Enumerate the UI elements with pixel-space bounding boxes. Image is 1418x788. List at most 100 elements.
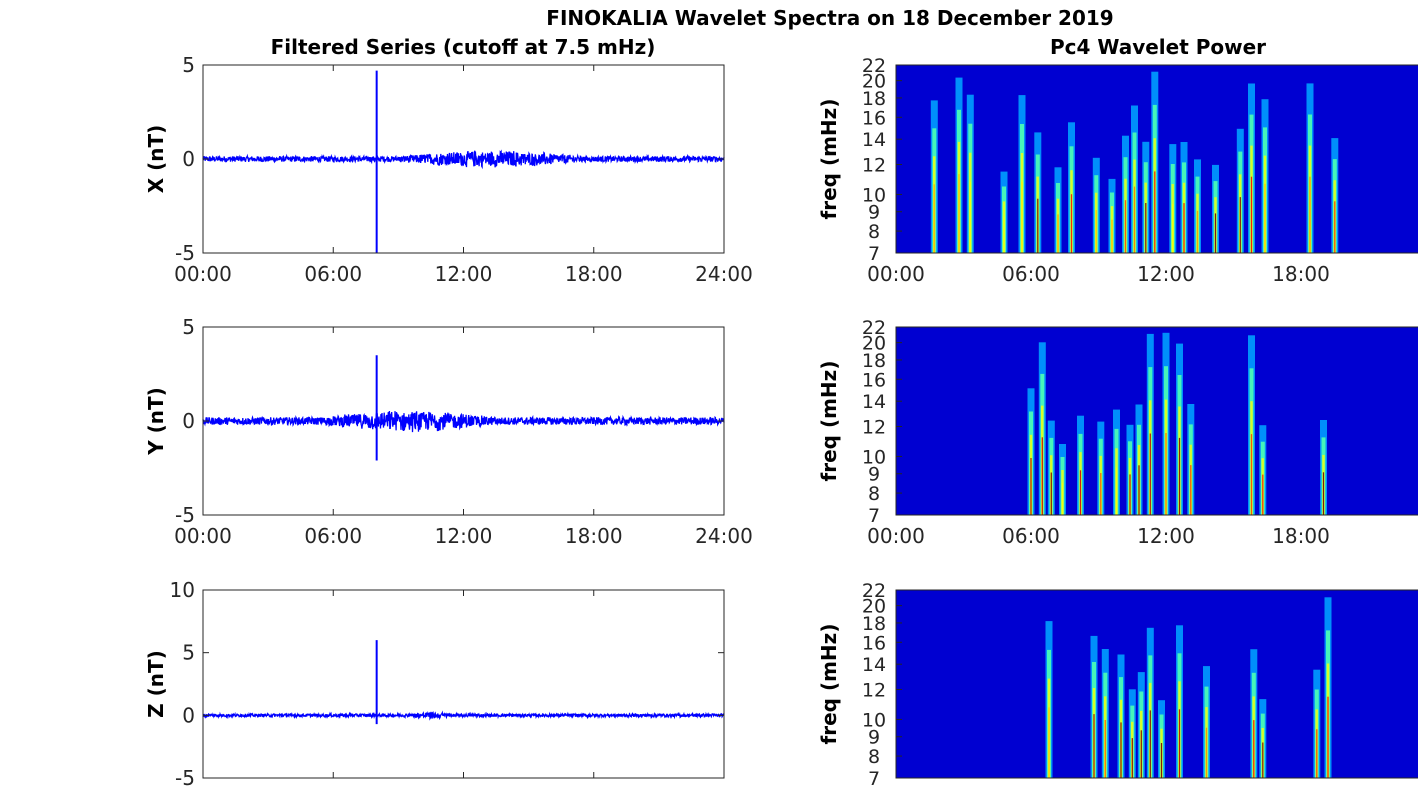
y-tick-label: 9: [868, 464, 880, 486]
power-streak: [1149, 710, 1151, 778]
y-tick-label: 14: [862, 391, 886, 413]
y-tick-label: 9: [868, 202, 880, 224]
power-streak: [1172, 204, 1174, 253]
y-tick-label: 22: [862, 55, 886, 77]
y-axis-label: X (nT): [144, 125, 168, 194]
x-tick-label: 06:00: [1002, 262, 1060, 286]
power-streak: [1327, 696, 1329, 778]
left-column-title: Filtered Series (cutoff at 7.5 mHz): [271, 35, 656, 59]
power-streak: [1111, 219, 1113, 253]
x-tick-label: 00:00: [867, 262, 925, 286]
y-tick-label: -5: [175, 503, 195, 527]
power-streak: [1030, 458, 1032, 515]
heatmap-frame: [895, 64, 1418, 254]
y-tick-label: 12: [862, 680, 886, 702]
power-streak: [1120, 722, 1122, 778]
power-streak: [1239, 197, 1241, 253]
power-streak: [933, 184, 935, 253]
power-streak: [1070, 194, 1073, 253]
power-streak: [1048, 707, 1050, 778]
power-streak: [1140, 730, 1142, 778]
power-streak: [1316, 729, 1318, 778]
y-tick-label: 8: [868, 221, 880, 243]
power-streak: [1057, 214, 1059, 253]
power-streak: [1050, 472, 1052, 515]
y-axis-label: freq (mHz): [817, 624, 841, 745]
x-tick-label: 12:00: [1137, 524, 1195, 548]
x-tick-label: 18:00: [1272, 524, 1330, 548]
signal-trace-z: [202, 710, 725, 721]
y-tick-label: 10: [862, 184, 886, 206]
power-streak: [1149, 433, 1151, 515]
power-streak: [1205, 727, 1208, 778]
y-tick-label: 5: [182, 315, 195, 339]
axes-frame-z: [202, 589, 725, 779]
y-tick-label: -5: [175, 766, 195, 788]
y-tick-label: -5: [175, 241, 195, 265]
y-tick-label: 22: [862, 580, 886, 602]
y-axis-label: Y (nT): [144, 387, 168, 456]
heatmap-body: [896, 327, 1418, 515]
power-streak: [1165, 433, 1167, 515]
power-streak: [1061, 483, 1064, 515]
y-tick-label: 5: [182, 641, 195, 665]
x-tick-label: 00:00: [867, 524, 925, 548]
power-streak: [1262, 742, 1264, 778]
y-axis-label: freq (mHz): [817, 361, 841, 482]
x-tick-label: 18:00: [565, 524, 623, 548]
y-axis-label: Z (nT): [144, 650, 168, 718]
power-streak: [958, 174, 960, 253]
x-tick-label: 06:00: [304, 524, 362, 548]
power-streak: [1190, 465, 1192, 515]
heatmap-background: [896, 327, 1418, 515]
x-tick-label: 24:00: [695, 262, 753, 286]
x-tick-label: 18:00: [1272, 262, 1330, 286]
power-streak: [969, 181, 971, 253]
y-tick-label: 18: [862, 88, 886, 110]
power-streak: [1124, 200, 1127, 253]
power-streak: [1309, 176, 1311, 253]
x-tick-label: 12:00: [435, 524, 493, 548]
y-tick-label: 5: [182, 53, 195, 77]
y-tick-label: 7: [868, 505, 880, 527]
power-streak: [1093, 714, 1095, 778]
y-tick-label: 0: [182, 409, 195, 433]
power-streak: [1115, 467, 1118, 515]
power-streak: [1250, 434, 1253, 515]
power-streak: [1129, 474, 1131, 515]
y-tick-label: 16: [862, 632, 886, 654]
power-streak: [1003, 216, 1005, 253]
power-streak: [1322, 472, 1325, 515]
y-tick-label: 7: [868, 768, 880, 788]
power-streak: [1021, 181, 1023, 253]
x-tick-label: 00:00: [174, 524, 232, 548]
y-tick-label: 14: [862, 129, 886, 151]
power-streak: [1334, 201, 1336, 253]
y-tick-label: 18: [862, 613, 886, 635]
line-panel-z: -5 0 5 10 Z (nT): [144, 578, 725, 788]
power-streak: [1104, 720, 1106, 778]
y-tick-label: 20: [862, 596, 886, 618]
heatmap-panel-2: 7891012141618202200:0006:0012:0018:0000f…: [817, 317, 1418, 548]
heatmap-body: [896, 590, 1418, 778]
y-tick-label: 0: [182, 147, 195, 171]
power-streak: [1250, 176, 1253, 253]
power-streak: [1253, 720, 1255, 778]
y-tick-label: 7: [868, 243, 880, 265]
power-streak: [1145, 203, 1147, 253]
y-tick-label: 16: [862, 107, 886, 129]
x-tick-label: 06:00: [1002, 524, 1060, 548]
heatmap-body: [896, 65, 1418, 253]
signal-trace-x: [202, 149, 725, 170]
line-panel-x: -5 0 5 00:00 06:00 12:00 18:00 24:00 X (nT): [144, 53, 753, 286]
x-tick-label: 18:00: [565, 262, 623, 286]
power-streak: [1214, 213, 1217, 253]
y-tick-label: 9: [868, 727, 880, 749]
power-streak: [1138, 465, 1140, 515]
power-streak: [1131, 738, 1133, 778]
power-streak: [1262, 474, 1264, 515]
power-streak: [1037, 198, 1039, 253]
power-streak: [1154, 171, 1156, 253]
